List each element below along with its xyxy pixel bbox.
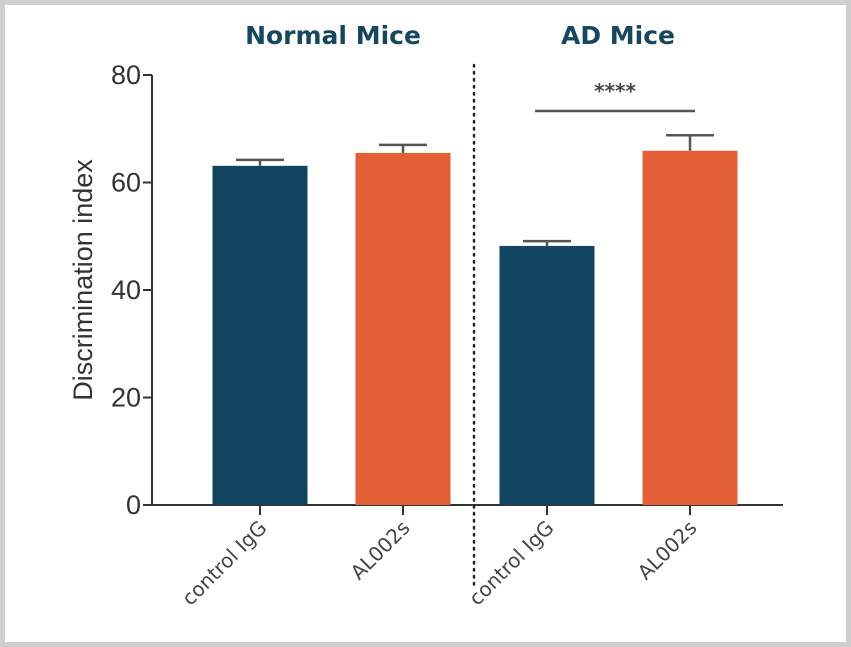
bar [355, 152, 451, 505]
bars [212, 150, 738, 506]
y-tick-label: 60 [111, 168, 141, 198]
error-bars [236, 133, 714, 246]
y-ticks: 0 20 40 60 80 [111, 60, 152, 520]
y-tick-label: 0 [126, 490, 141, 520]
group-title-normal: Normal Mice [245, 21, 421, 50]
bar [642, 150, 738, 505]
y-axis-label: Discrimination index [68, 159, 98, 401]
x-tick-label: control IgG [177, 516, 272, 611]
significance-label: **** [594, 79, 636, 103]
bar [499, 245, 595, 506]
x-ticks: control IgG AL002s control IgG AL002s [177, 505, 702, 610]
y-tick-label: 80 [111, 60, 141, 90]
group-title-ad: AD Mice [561, 21, 675, 50]
x-tick-label: AL002s [633, 516, 702, 585]
y-tick-label: 40 [111, 275, 141, 305]
x-tick-label: control IgG [464, 516, 559, 611]
y-tick-label: 20 [111, 383, 141, 413]
x-tick-label: AL002s [346, 516, 415, 585]
bar [212, 165, 308, 505]
annotations: **** [535, 79, 695, 113]
